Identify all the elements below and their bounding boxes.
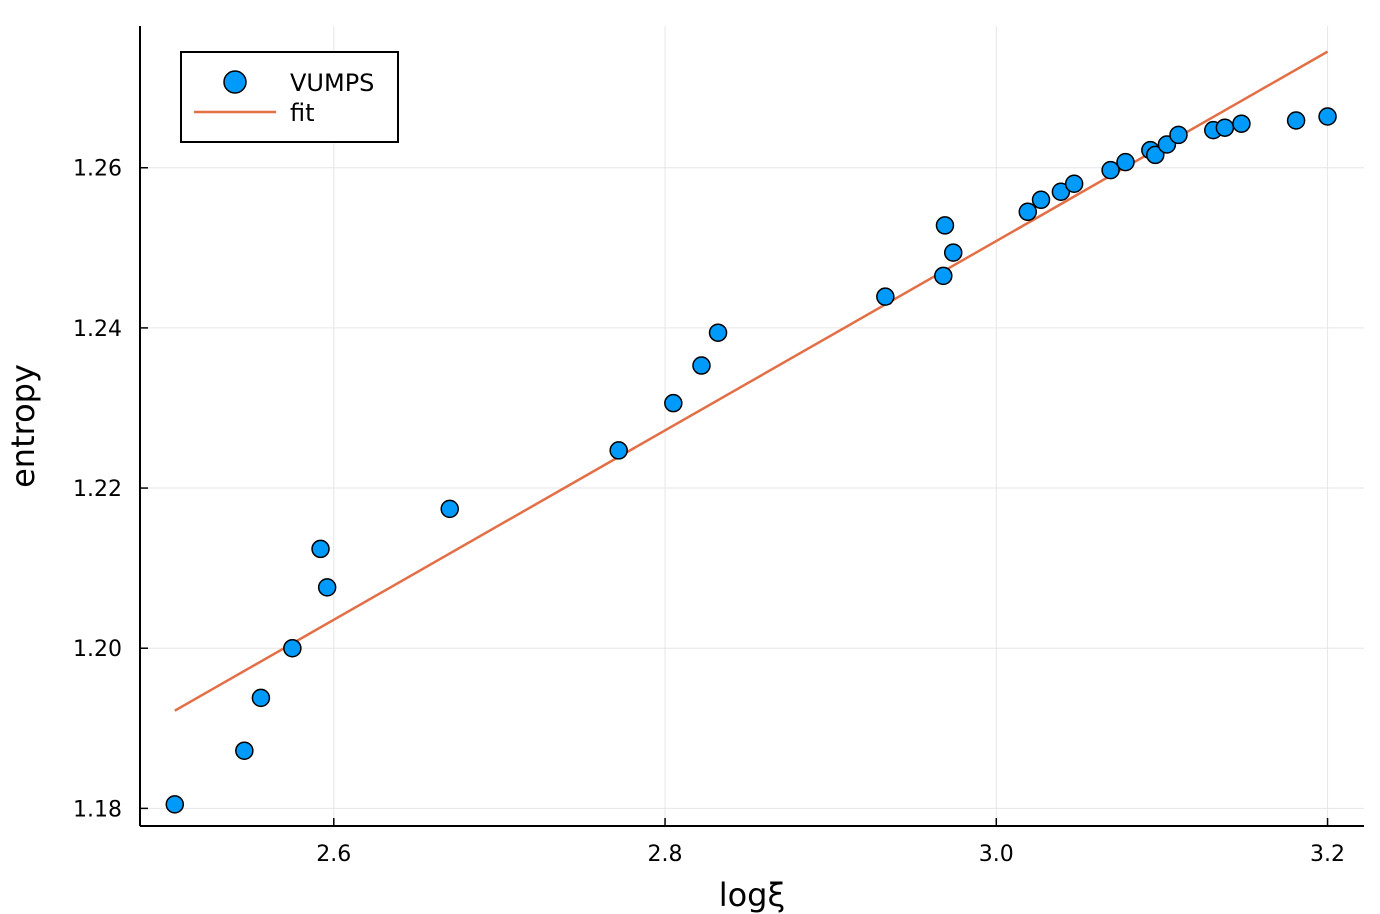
x-tick-label: 3.0 (979, 842, 1014, 867)
data-point (1169, 125, 1188, 145)
data-point (1031, 190, 1051, 210)
data-point (440, 499, 459, 519)
data-point (1215, 118, 1235, 137)
grid-lines (140, 26, 1364, 826)
data-point (1051, 182, 1071, 202)
data-point (934, 266, 953, 286)
data-point (692, 356, 711, 375)
data-point (943, 243, 963, 262)
legend-marker-vumps (223, 70, 247, 94)
data-point (283, 638, 302, 658)
data-point (1146, 145, 1165, 165)
data-point (1101, 160, 1120, 180)
ticks: 2.6 2.8 3.0 3.2 1.18 1.20 1.22 1.24 1.26 (73, 157, 1345, 867)
vumps-series (165, 107, 1337, 814)
fit-line (174, 50, 1329, 712)
y-tick-label: 1.20 (73, 637, 122, 662)
data-point (311, 539, 330, 559)
data-point (251, 688, 271, 708)
axes (139, 26, 1364, 827)
data-point (1018, 202, 1038, 222)
data-point (165, 795, 185, 814)
y-tick-label: 1.24 (73, 317, 122, 342)
data-point (235, 741, 254, 760)
legend-box (180, 51, 399, 143)
data-point (708, 323, 728, 342)
y-tick-label: 1.22 (73, 477, 122, 502)
data-point (317, 578, 337, 597)
data-point (1064, 174, 1084, 194)
data-point (664, 393, 683, 413)
x-tick-label: 2.8 (648, 842, 683, 867)
y-tick-label: 1.18 (73, 797, 122, 822)
y-axis-title: entropy (4, 364, 42, 488)
data-point (609, 441, 628, 460)
data-point (1286, 111, 1306, 130)
data-point (935, 216, 955, 235)
legend: VUMPS fit (180, 51, 399, 143)
x-tick-label: 2.6 (316, 842, 351, 867)
data-point (1318, 107, 1337, 126)
data-point (1232, 114, 1251, 133)
x-tick-label: 3.2 (1310, 842, 1345, 867)
fit-series (174, 50, 1329, 712)
y-tick-label: 1.26 (73, 157, 122, 182)
legend-label-vumps: VUMPS (290, 69, 374, 97)
data-point (1116, 152, 1135, 172)
data-point (876, 287, 895, 306)
x-axis-title: logξ (719, 876, 786, 914)
legend-label-fit: fit (290, 99, 315, 127)
